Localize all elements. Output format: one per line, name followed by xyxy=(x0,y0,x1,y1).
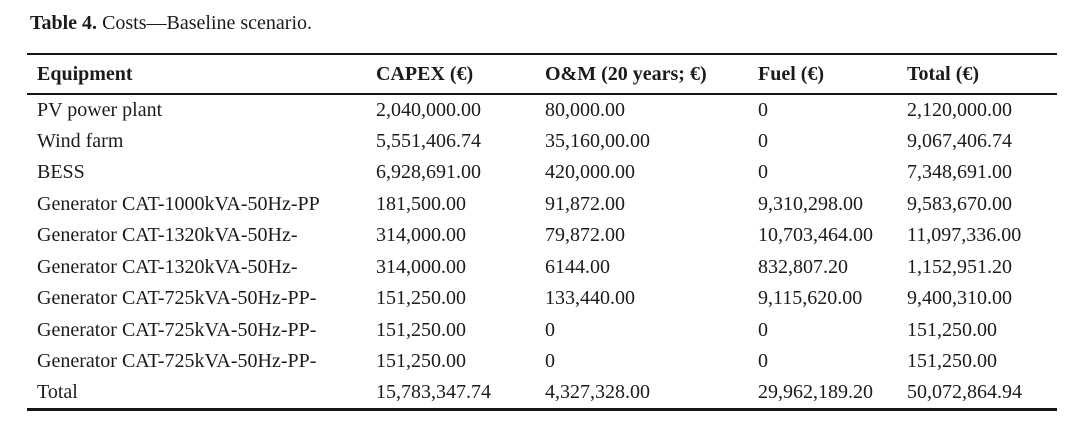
table-cell: 0 xyxy=(545,350,555,373)
table-row: Generator CAT-725kVA-50Hz-PP- 151,250.00 1… xyxy=(27,283,1057,315)
table-cell: 7,348,691.00 xyxy=(907,161,1012,184)
table-cell: 314,000.00 xyxy=(376,224,466,247)
table-cell: 9,310,298.00 xyxy=(758,192,863,215)
costs-table: Equipment CAPEX (€) O&M (20 years; €) Fu… xyxy=(27,53,1057,411)
equipment-cell: Generator CAT-725kVA-50Hz-PP- xyxy=(37,318,317,341)
equipment-cell: Generator CAT-1000kVA-50Hz-PP xyxy=(37,192,320,215)
table-cell: 29,962,189.20 xyxy=(758,381,873,403)
equipment-cell: PV power plant xyxy=(37,98,163,121)
table-cell: 0 xyxy=(545,318,555,341)
table-cell: 0 xyxy=(758,98,768,121)
table-cell: 314,000.00 xyxy=(376,255,466,278)
table-cell: 9,067,406.74 xyxy=(907,129,1012,152)
table-row: PV power plant 2,040,000.00 80,000.00 0 2,12… xyxy=(27,94,1057,126)
table-cell: 4,327,328.00 xyxy=(545,381,650,403)
table-cell: 2,040,000.00 xyxy=(376,98,481,121)
table-cell: 35,160,00.00 xyxy=(545,129,650,152)
table-cell: 9,115,620.00 xyxy=(758,287,863,310)
table-cell: 9,583,670.00 xyxy=(907,192,1012,215)
column-header-equipment: Equipment xyxy=(27,54,376,95)
table-caption-label: Table 4. xyxy=(30,12,98,34)
table-cell: 2,120,000.00 xyxy=(907,98,1012,121)
table-row: Generator CAT-1320kVA-50Hz- 314,000.00 614… xyxy=(27,252,1057,284)
table-cell: 15,783,347.74 xyxy=(376,381,491,403)
table-header: Equipment CAPEX (€) O&M (20 years; €) Fu… xyxy=(27,54,1057,95)
header-row: Equipment CAPEX (€) O&M (20 years; €) Fu… xyxy=(27,54,1057,95)
table-cell: 50,072,864.94 xyxy=(907,381,1022,403)
table-cell: 133,440.00 xyxy=(545,287,635,310)
table-cell: 420,000.00 xyxy=(545,161,635,184)
equipment-cell: Generator CAT-725kVA-50Hz-PP- xyxy=(37,287,317,310)
table-cell: 1,152,951.20 xyxy=(907,255,1012,278)
table-cell: 80,000.00 xyxy=(545,98,625,121)
table-cell: 5,551,406.74 xyxy=(376,129,481,152)
table-cell: 181,500.00 xyxy=(376,192,466,215)
table-cell: 832,807.20 xyxy=(758,255,848,278)
table-body: PV power plant 2,040,000.00 80,000.00 0 2,12… xyxy=(27,94,1057,409)
total-row: Total 15,783,347.74 4,327,328.00 29,962,189… xyxy=(27,378,1057,410)
equipment-cell: Wind farm xyxy=(37,129,124,152)
table-caption: Table 4. Costs—Baseline scenario. xyxy=(30,10,312,36)
table-row: Generator CAT-725kVA-50Hz-PP- 151,250.00 0… xyxy=(27,346,1057,378)
table-cell: 0 xyxy=(758,161,768,184)
equipment-cell: Total xyxy=(37,381,78,403)
table-cell: 151,250.00 xyxy=(376,350,466,373)
table-cell: 151,250.00 xyxy=(907,318,997,341)
table-cell: 91,872.00 xyxy=(545,192,625,215)
table-cell: 151,250.00 xyxy=(376,287,466,310)
equipment-cell: BESS xyxy=(37,161,85,184)
equipment-cell: Generator CAT-725kVA-50Hz-PP- xyxy=(37,350,317,373)
table-row: BESS 6,928,691.00 420,000.00 0 7,348,691.00 xyxy=(27,157,1057,189)
table-row: Generator CAT-1000kVA-50Hz-PP 181,500.00 9… xyxy=(27,189,1057,221)
table-cell: 0 xyxy=(758,318,768,341)
table-cell: 0 xyxy=(758,129,768,152)
column-header-fuel: Fuel (€) xyxy=(758,54,907,95)
table-row: Wind farm 5,551,406.74 35,160,00.00 0 9,067,… xyxy=(27,126,1057,158)
table-cell: 0 xyxy=(758,350,768,373)
equipment-cell: Generator CAT-1320kVA-50Hz- xyxy=(37,255,298,278)
column-header-capex: CAPEX (€) xyxy=(376,54,545,95)
table-cell: 151,250.00 xyxy=(376,318,466,341)
table-row: Generator CAT-1320kVA-50Hz- 314,000.00 79,… xyxy=(27,220,1057,252)
table-cell: 151,250.00 xyxy=(907,350,997,373)
column-header-total: Total (€) xyxy=(907,54,1057,95)
table-cell: 6,928,691.00 xyxy=(376,161,481,184)
table-cell: 9,400,310.00 xyxy=(907,287,1012,310)
table-cell: 11,097,336.00 xyxy=(907,224,1022,247)
table-row: Generator CAT-725kVA-50Hz-PP- 151,250.00 0… xyxy=(27,315,1057,347)
table-caption-text: Costs—Baseline scenario. xyxy=(102,12,313,34)
equipment-cell: Generator CAT-1320kVA-50Hz- xyxy=(37,224,298,247)
column-header-om: O&M (20 years; €) xyxy=(545,54,758,95)
table-cell: 6144.00 xyxy=(545,255,610,278)
table-cell: 10,703,464.00 xyxy=(758,224,873,247)
table-cell: 79,872.00 xyxy=(545,224,625,247)
